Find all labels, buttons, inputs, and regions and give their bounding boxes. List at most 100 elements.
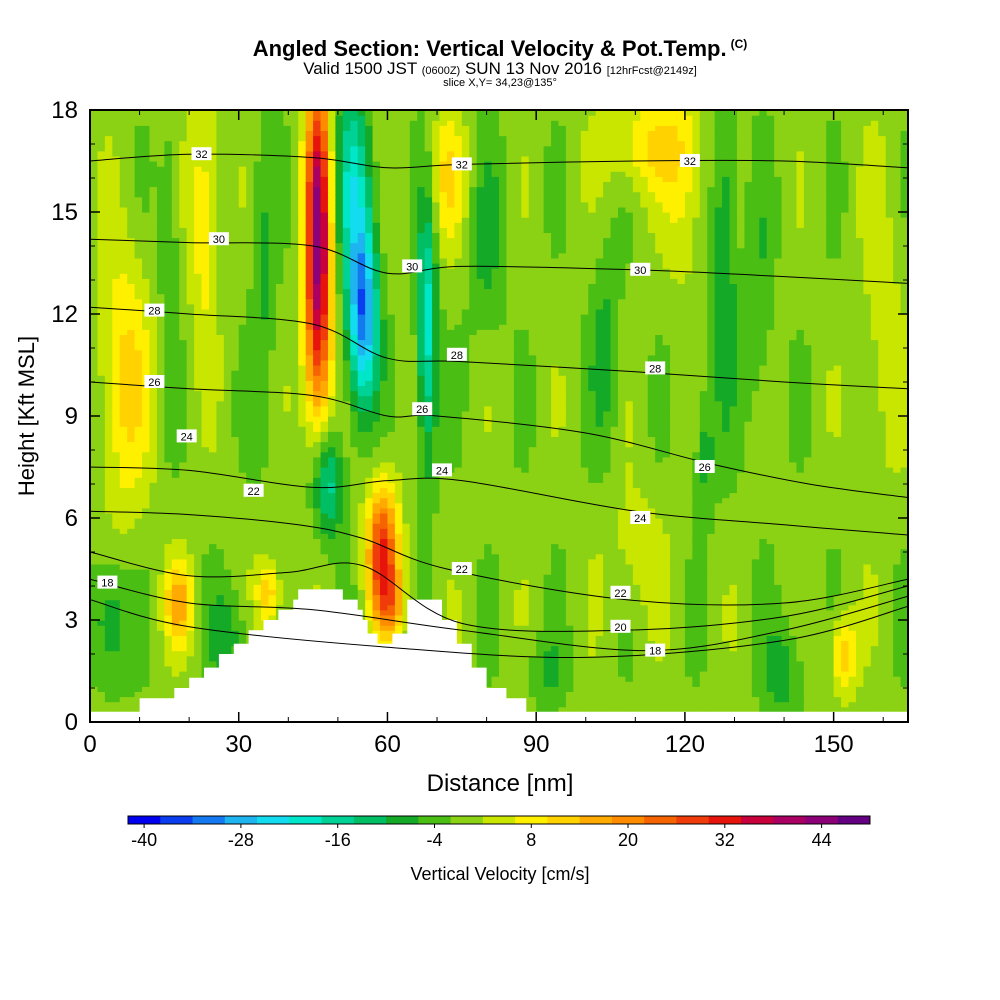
velocity-cell: [573, 563, 582, 570]
velocity-cell: [238, 594, 247, 601]
velocity-cell: [261, 584, 270, 590]
velocity-cell: [885, 635, 894, 641]
velocity-cell: [699, 676, 708, 682]
velocity-cell: [275, 538, 284, 545]
velocity-cell: [699, 497, 708, 504]
velocity-cell: [647, 635, 656, 641]
velocity-cell: [841, 589, 850, 596]
velocity-cell: [900, 528, 908, 534]
velocity-cell: [521, 553, 530, 560]
velocity-cell: [796, 609, 805, 616]
velocity-cell: [543, 706, 552, 713]
velocity-cell: [714, 553, 723, 560]
velocity-cell: [97, 599, 106, 606]
velocity-cell: [417, 548, 426, 555]
velocity-cell: [491, 558, 500, 565]
velocity-cell: [677, 518, 686, 524]
velocity-cell: [885, 548, 894, 555]
velocity-cell: [863, 645, 872, 652]
velocity-cell: [104, 523, 113, 529]
velocity-cell: [796, 686, 805, 692]
velocity-cell: [208, 523, 218, 529]
velocity-cell: [573, 696, 582, 703]
velocity-cell: [595, 681, 604, 687]
velocity-cell: [818, 589, 827, 596]
velocity-cell: [357, 548, 366, 555]
velocity-cell: [469, 614, 478, 621]
velocity-cell: [208, 553, 218, 560]
velocity-cell: [112, 630, 121, 636]
velocity-cell: [365, 507, 374, 514]
velocity-cell: [714, 620, 723, 626]
velocity-cell: [417, 589, 426, 596]
velocity-cell: [127, 620, 136, 626]
velocity-cell: [826, 594, 835, 601]
velocity-cell: [179, 655, 188, 662]
velocity-cell: [558, 614, 567, 621]
velocity-cell: [499, 676, 508, 682]
velocity-cell: [640, 553, 649, 560]
velocity-cell: [365, 528, 374, 534]
velocity-cell: [729, 558, 738, 565]
velocity-cell: [722, 492, 731, 499]
velocity-cell: [97, 630, 106, 636]
velocity-cell: [588, 492, 597, 499]
velocity-cell: [551, 696, 560, 703]
velocity-cell: [803, 518, 812, 524]
velocity-cell: [528, 538, 537, 545]
velocity-cell: [387, 635, 396, 641]
velocity-cell: [208, 589, 218, 596]
velocity-cell: [610, 701, 619, 708]
velocity-cell: [841, 594, 850, 601]
velocity-cell: [238, 640, 247, 647]
velocity-cell: [394, 518, 403, 524]
velocity-cell: [127, 665, 136, 672]
velocity-cell: [655, 553, 664, 560]
velocity-cell: [803, 676, 812, 682]
velocity-cell: [536, 599, 545, 606]
velocity-cell: [603, 671, 612, 677]
velocity-cell: [439, 538, 448, 545]
velocity-cell: [684, 548, 693, 555]
velocity-cell: [194, 538, 203, 545]
velocity-cell: [677, 512, 686, 519]
velocity-cell: [870, 574, 879, 580]
velocity-cell: [194, 599, 203, 606]
velocity-cell: [692, 507, 701, 514]
velocity-cell: [573, 589, 582, 596]
velocity-cell: [298, 518, 307, 524]
velocity-cell: [714, 528, 723, 534]
velocity-cell: [818, 548, 827, 555]
velocity-cell: [744, 574, 753, 580]
velocity-cell: [208, 543, 218, 550]
velocity-cell: [796, 604, 805, 611]
velocity-cell: [90, 640, 99, 647]
velocity-cell: [692, 609, 701, 616]
velocity-cell: [201, 507, 210, 514]
velocity-cell: [513, 502, 522, 509]
velocity-cell: [863, 671, 872, 677]
velocity-cell: [365, 609, 374, 616]
velocity-cell: [491, 543, 500, 550]
velocity-cell: [528, 533, 537, 539]
velocity-cell: [885, 671, 894, 677]
velocity-cell: [803, 543, 812, 550]
velocity-cell: [699, 599, 708, 606]
velocity-cell: [380, 523, 389, 529]
velocity-cell: [870, 599, 879, 606]
velocity-cell: [722, 543, 731, 550]
velocity-cell: [803, 533, 812, 539]
velocity-cell: [833, 579, 842, 585]
velocity-cell: [722, 676, 731, 682]
velocity-cell: [722, 507, 731, 514]
velocity-cell: [543, 538, 552, 545]
velocity-cell: [692, 569, 701, 575]
velocity-cell: [231, 594, 240, 601]
velocity-cell: [543, 614, 552, 621]
velocity-cell: [365, 512, 374, 519]
velocity-cell: [588, 665, 597, 672]
velocity-cell: [803, 686, 812, 692]
velocity-cell: [231, 640, 240, 647]
velocity-cell: [551, 686, 560, 692]
velocity-cell: [261, 487, 270, 494]
